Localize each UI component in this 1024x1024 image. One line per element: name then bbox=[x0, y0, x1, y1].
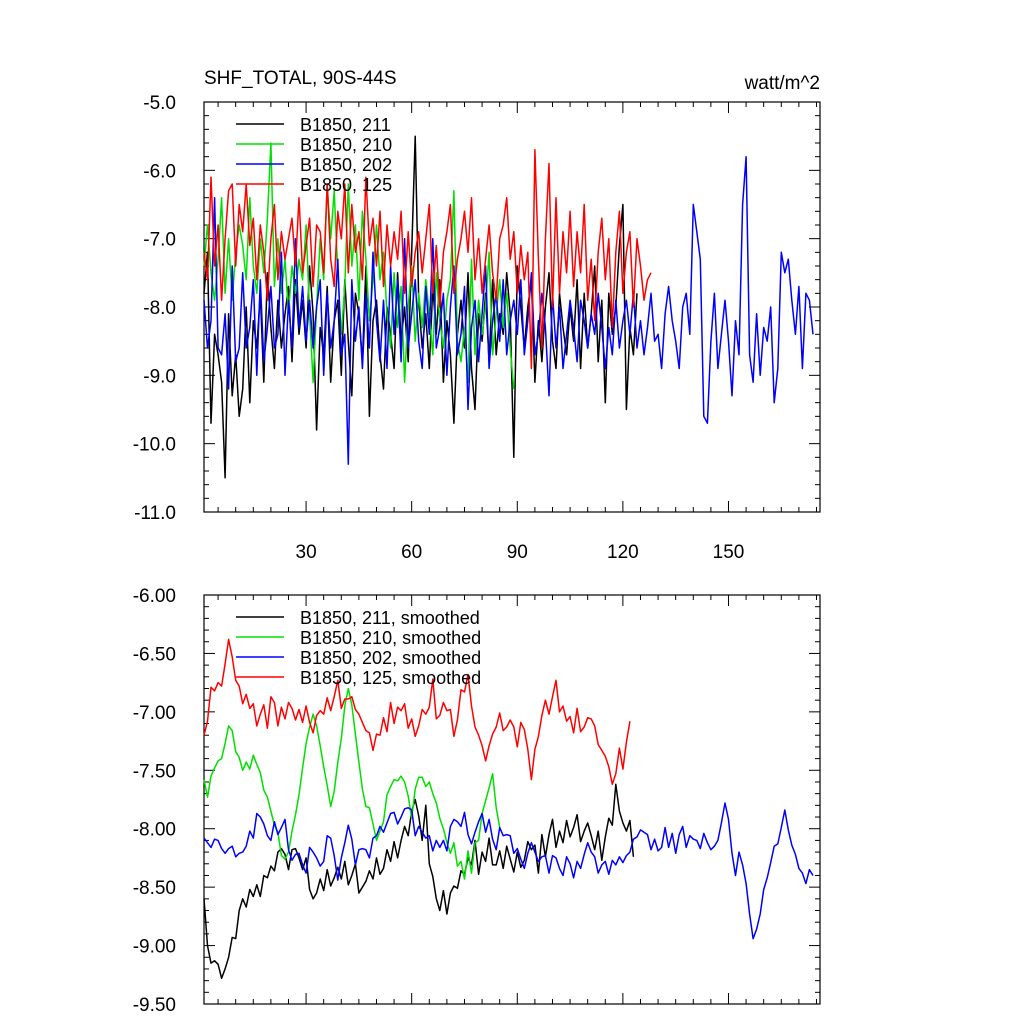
legend-label-1: B1850, 210 bbox=[300, 135, 392, 155]
y-tick-label: -8.50 bbox=[133, 878, 176, 899]
y-tick-label: -9.0 bbox=[143, 366, 176, 387]
y-tick-label: -6.0 bbox=[143, 161, 176, 182]
series-line-2 bbox=[203, 802, 814, 940]
legend-label-0: B1850, 211 bbox=[300, 115, 391, 135]
y-tick-label: -9.50 bbox=[133, 995, 176, 1016]
y-tick-label: -7.50 bbox=[133, 761, 176, 782]
x-tick-label: 30 bbox=[296, 542, 317, 563]
x-tick-label: 120 bbox=[607, 542, 639, 563]
y-tick-label: -7.00 bbox=[133, 703, 176, 724]
series-line-2 bbox=[203, 155, 814, 465]
series-line-0 bbox=[203, 135, 638, 479]
top-panel: -5.0 -6.0 -7.0 -8.0 -9.0 -10.0 -11.0 30 60 90 120 1… bbox=[133, 68, 821, 563]
y-tick-label: -8.0 bbox=[143, 298, 176, 319]
legend-label-3: B1850, 125, smoothed bbox=[300, 668, 481, 688]
units-label: watt/m^2 bbox=[744, 73, 820, 94]
series-line-3 bbox=[203, 149, 652, 370]
y-tick-label: -6.50 bbox=[133, 644, 176, 665]
y-tick-label: -10.0 bbox=[133, 435, 176, 456]
y-tick-label: -8.00 bbox=[133, 820, 176, 841]
legend-label-1: B1850, 210, smoothed bbox=[300, 628, 481, 648]
legend-label-3: B1850, 125 bbox=[300, 175, 392, 195]
x-tick-label: 150 bbox=[713, 542, 745, 563]
series-line-0 bbox=[203, 783, 635, 980]
bottom-panel: -6.00 -6.50 -7.00 -7.50 -8.00 -8.50 -9.00 -9.50… bbox=[133, 586, 821, 1016]
y-tick-label: -9.00 bbox=[133, 937, 176, 958]
x-tick-label: 90 bbox=[507, 542, 528, 563]
chart-title: SHF_TOTAL, 90S-44S bbox=[204, 68, 397, 89]
legend-label-0: B1850, 211, smoothed bbox=[300, 608, 480, 628]
y-tick-label: -7.0 bbox=[143, 230, 176, 251]
series-line-1 bbox=[203, 687, 501, 880]
plot-frame bbox=[203, 594, 821, 1005]
y-tick-label: -6.00 bbox=[133, 586, 176, 607]
x-tick-label: 60 bbox=[401, 542, 422, 563]
legend-label-2: B1850, 202, smoothed bbox=[300, 648, 481, 668]
series-line-1 bbox=[203, 142, 515, 390]
series-line-3 bbox=[203, 638, 631, 786]
y-tick-label: -5.0 bbox=[143, 93, 176, 114]
y-tick-label: -11.0 bbox=[134, 503, 176, 524]
legend-label-2: B1850, 202 bbox=[300, 155, 392, 175]
